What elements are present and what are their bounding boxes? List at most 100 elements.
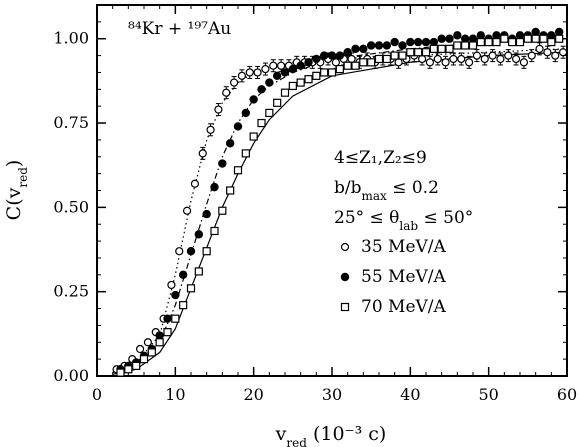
point-35mev: [496, 54, 505, 64]
point-70mev: [406, 48, 415, 57]
point-35mev: [206, 125, 215, 134]
point-70mev: [523, 34, 532, 43]
point-55mev: [406, 37, 415, 47]
point-55mev: [515, 31, 525, 40]
point-35mev: [551, 51, 560, 60]
point-35mev: [245, 68, 254, 77]
point-55mev: [186, 247, 196, 256]
point-55mev: [272, 71, 282, 81]
point-35mev: [425, 58, 435, 67]
model-curves: [112, 38, 568, 375]
point-55mev: [335, 51, 345, 60]
point-70mev: [241, 149, 250, 158]
point-70mev: [500, 34, 509, 43]
point-70mev: [445, 44, 454, 53]
point-70mev: [390, 51, 399, 60]
point-70mev: [531, 34, 540, 43]
y-tick-label: 0.25: [53, 282, 89, 301]
point-55mev: [351, 44, 360, 54]
point-35mev: [394, 58, 403, 67]
chart-title: ⁸⁴Kr + ¹⁹⁷Au: [128, 19, 231, 39]
x-tick-label: 40: [400, 385, 420, 404]
point-70mev: [374, 54, 384, 64]
point-35mev: [135, 344, 145, 354]
x-tick-label: 30: [322, 385, 342, 404]
point-70mev: [421, 48, 431, 57]
point-55mev: [382, 41, 392, 50]
point-70mev: [163, 328, 172, 337]
point-35mev: [543, 48, 552, 57]
point-55mev: [429, 37, 439, 47]
point-55mev: [327, 51, 337, 60]
point-35mev: [261, 64, 270, 74]
point-35mev: [511, 54, 521, 64]
point-35mev: [535, 44, 544, 53]
point-55mev: [413, 37, 423, 47]
point-55mev: [304, 58, 313, 67]
point-35mev: [347, 54, 356, 64]
point-55mev: [421, 37, 431, 47]
point-70mev: [484, 37, 493, 47]
point-70mev: [476, 37, 485, 47]
point-70mev: [555, 34, 564, 43]
point-35mev: [253, 68, 262, 77]
point-35mev: [229, 78, 239, 87]
point-70mev: [179, 301, 188, 310]
x-tick-label: 50: [478, 385, 498, 404]
point-70mev: [124, 365, 133, 374]
point-55mev: [296, 61, 305, 70]
point-70mev: [171, 314, 180, 323]
point-55mev: [265, 78, 274, 87]
point-35mev: [269, 61, 278, 70]
point-55mev: [460, 34, 470, 43]
point-70mev: [327, 68, 337, 77]
point-35mev: [519, 58, 529, 67]
point-55mev: [163, 314, 172, 323]
y-tick-label: 0.50: [53, 197, 89, 216]
point-70mev: [335, 64, 344, 74]
point-70mev: [249, 132, 258, 141]
point-55mev: [476, 31, 486, 40]
point-55mev: [398, 41, 407, 50]
point-70mev: [218, 206, 227, 215]
x-tick-label: 10: [165, 385, 185, 404]
point-55mev: [468, 34, 478, 43]
point-70mev: [414, 48, 423, 57]
point-55mev: [202, 209, 211, 219]
point-70mev: [194, 267, 203, 276]
point-70mev: [453, 41, 462, 50]
point-70mev: [320, 68, 329, 77]
point-70mev: [233, 166, 243, 175]
point-70mev: [139, 355, 149, 364]
point-55mev: [547, 31, 556, 40]
point-70mev: [210, 226, 219, 236]
model-curve-dash-dot: [112, 38, 568, 374]
point-70mev: [437, 44, 446, 53]
annotation-angle: 25° ≤ θlab ≤ 50°: [334, 208, 473, 233]
point-35mev: [417, 54, 427, 64]
point-55mev: [218, 159, 227, 168]
y-tick-label: 1.00: [53, 29, 89, 48]
point-55mev: [366, 41, 376, 50]
annotation-charge: 4≤Z₁,Z₂≤9: [334, 148, 427, 168]
point-55mev: [233, 122, 243, 131]
legend: 35 MeV/A 55 MeV/A 70 MeV/A: [340, 237, 447, 317]
x-axis-label: vred (10⁻³ c): [275, 423, 387, 447]
x-tick-label: 60: [557, 385, 577, 404]
point-55mev: [437, 34, 446, 43]
legend-label: 35 MeV/A: [361, 237, 447, 257]
point-35mev: [433, 54, 442, 64]
point-70mev: [382, 54, 391, 64]
point-55mev: [312, 54, 321, 64]
point-55mev: [178, 270, 188, 280]
point-70mev: [265, 108, 274, 118]
point-35mev: [527, 51, 536, 60]
point-70mev: [226, 186, 235, 195]
legend-marker-70: [340, 302, 350, 312]
point-55mev: [225, 139, 235, 148]
y-axis-label: C(vred): [3, 160, 30, 221]
point-55mev: [241, 108, 251, 118]
point-55mev: [359, 44, 368, 54]
x-tick-label: 0: [92, 385, 102, 404]
